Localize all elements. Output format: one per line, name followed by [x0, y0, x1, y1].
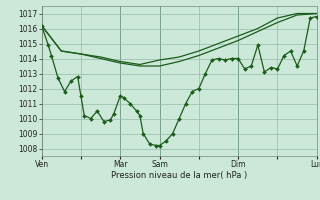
X-axis label: Pression niveau de la mer( hPa ): Pression niveau de la mer( hPa ): [111, 171, 247, 180]
